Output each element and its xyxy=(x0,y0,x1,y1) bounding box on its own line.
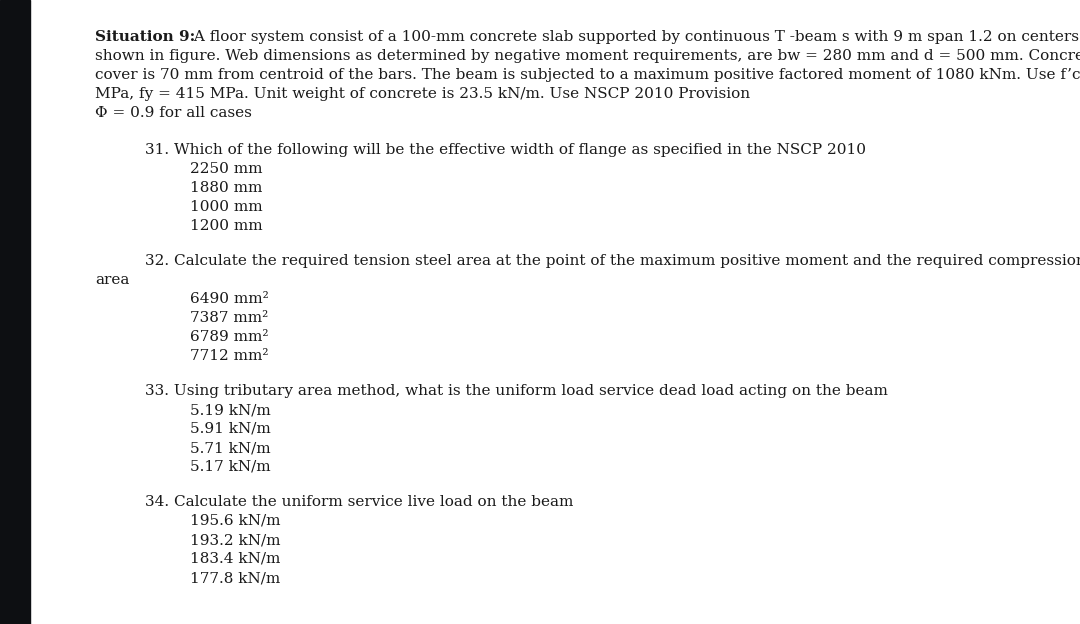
Text: Φ = 0.9 for all cases: Φ = 0.9 for all cases xyxy=(95,106,252,120)
Text: 2250 mm: 2250 mm xyxy=(190,162,262,176)
Text: cover is 70 mm from centroid of the bars. The beam is subjected to a maximum pos: cover is 70 mm from centroid of the bars… xyxy=(95,68,1080,82)
Text: 32. Calculate the required tension steel area at the point of the maximum positi: 32. Calculate the required tension steel… xyxy=(145,254,1080,268)
Text: 183.4 kN/m: 183.4 kN/m xyxy=(190,552,281,566)
Text: A floor system consist of a 100-mm concrete slab supported by continuous T -beam: A floor system consist of a 100-mm concr… xyxy=(189,30,1080,44)
Text: Situation 9:: Situation 9: xyxy=(95,30,195,44)
Text: 5.17 kN/m: 5.17 kN/m xyxy=(190,460,271,474)
Text: 1200 mm: 1200 mm xyxy=(190,219,262,233)
Text: 34. Calculate the uniform service live load on the beam: 34. Calculate the uniform service live l… xyxy=(145,495,573,509)
Text: 31. Which of the following will be the effective width of flange as specified in: 31. Which of the following will be the e… xyxy=(145,143,866,157)
Text: 193.2 kN/m: 193.2 kN/m xyxy=(190,533,281,547)
Text: 6490 mm²: 6490 mm² xyxy=(190,292,269,306)
Text: MPa, fy = 415 MPa. Unit weight of concrete is 23.5 kN/m. Use NSCP 2010 Provision: MPa, fy = 415 MPa. Unit weight of concre… xyxy=(95,87,751,101)
Text: 7712 mm²: 7712 mm² xyxy=(190,349,269,363)
Text: 177.8 kN/m: 177.8 kN/m xyxy=(190,571,280,585)
Text: 7387 mm²: 7387 mm² xyxy=(190,311,268,325)
Text: shown in figure. Web dimensions as determined by negative moment requirements, a: shown in figure. Web dimensions as deter… xyxy=(95,49,1080,63)
Text: 5.71 kN/m: 5.71 kN/m xyxy=(190,441,271,455)
Text: 1000 mm: 1000 mm xyxy=(190,200,262,214)
Text: 5.91 kN/m: 5.91 kN/m xyxy=(190,422,271,436)
Text: 1880 mm: 1880 mm xyxy=(190,181,262,195)
Text: 5.19 kN/m: 5.19 kN/m xyxy=(190,403,271,417)
Text: 195.6 kN/m: 195.6 kN/m xyxy=(190,514,281,528)
Text: 33. Using tributary area method, what is the uniform load service dead load acti: 33. Using tributary area method, what is… xyxy=(145,384,888,398)
Text: 6789 mm²: 6789 mm² xyxy=(190,330,269,344)
Bar xyxy=(0,0,30,624)
Text: area: area xyxy=(95,273,130,287)
